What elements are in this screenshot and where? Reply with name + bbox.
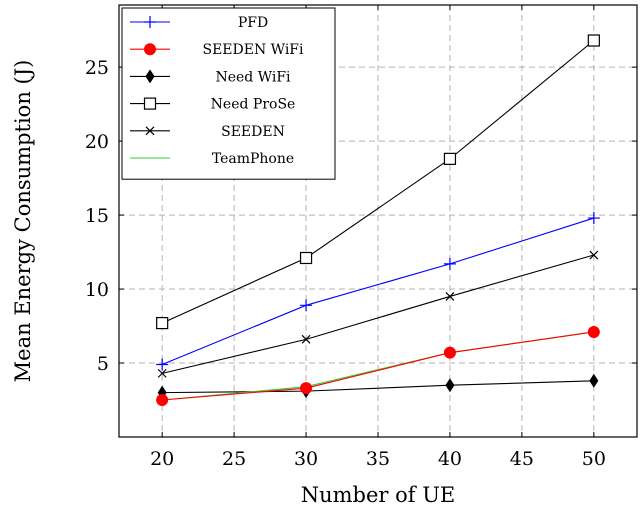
x-tick-label: 45 [510, 448, 534, 470]
x-axis-label: Number of UE [301, 483, 456, 507]
legend-entry: SEEDEN [130, 124, 285, 140]
x-marker [301, 334, 311, 344]
x-tick-label: 35 [366, 448, 390, 470]
series-line [162, 254, 594, 374]
square-marker [587, 34, 600, 47]
circle-marker [443, 346, 456, 359]
plus-marker [156, 358, 169, 371]
diamond-marker [145, 69, 155, 84]
axis-ticks: 20 25 30 35 40 45 50 5 10 15 20 25 [85, 5, 637, 470]
series-line [161, 40, 595, 324]
series-pfd [156, 212, 600, 371]
series-line [162, 331, 594, 401]
square-marker [143, 97, 157, 110]
x-marker [589, 250, 599, 260]
series-line [162, 380, 594, 394]
square-marker [156, 316, 169, 330]
circle-marker [144, 43, 156, 56]
x-marker [157, 368, 167, 378]
plus-marker [587, 212, 600, 225]
legend-entry: SEEDEN WiFi [130, 42, 304, 58]
legend-entry: Need WiFi [130, 69, 291, 85]
y-tick-label: 20 [85, 131, 109, 153]
square-marker [299, 251, 313, 265]
legend-box [121, 7, 336, 180]
x-tick-label: 50 [582, 448, 606, 470]
legend-label: Need WiFi [215, 69, 291, 85]
y-tick-label: 5 [97, 353, 109, 375]
x-tick-label: 30 [294, 448, 318, 470]
legend-label: SEEDEN WiFi [203, 42, 305, 58]
legend-entry: TeamPhone [130, 151, 294, 167]
y-axis-label: Mean Energy Consumption (J) [11, 60, 35, 383]
legend-label: PFD [238, 15, 268, 31]
diamond-marker [445, 378, 455, 393]
legend-entry: PFD [130, 15, 268, 31]
plus-marker [443, 257, 456, 270]
circle-marker [587, 325, 600, 338]
plus-marker [144, 16, 156, 28]
x-marker [445, 292, 455, 301]
circle-marker [300, 382, 313, 395]
series-seeden [157, 250, 599, 378]
circle-marker [156, 394, 169, 407]
legend-label: SEEDEN [221, 124, 285, 140]
x-tick-label: 20 [150, 448, 174, 470]
legend-label: Need ProSe [211, 97, 296, 113]
y-tick-label: 25 [85, 57, 109, 79]
y-tick-label: 15 [85, 205, 109, 227]
x-tick-label: 40 [438, 448, 462, 470]
diamond-marker [589, 373, 599, 388]
legend-entry: Need ProSe [130, 97, 295, 113]
series-need-prose [156, 34, 600, 330]
series-line [161, 217, 595, 366]
series-lines [156, 34, 600, 407]
y-tick-label: 10 [85, 279, 109, 301]
x-tick-label: 25 [222, 448, 246, 470]
square-marker [443, 152, 457, 165]
legend-label: TeamPhone [212, 151, 294, 167]
legend: PFD SEEDEN WiFi Need WiFi Need ProSe SEEDEN T… [121, 7, 336, 180]
plus-marker [300, 299, 313, 312]
x-marker [145, 126, 155, 136]
series-seeden-wifi [156, 325, 600, 407]
